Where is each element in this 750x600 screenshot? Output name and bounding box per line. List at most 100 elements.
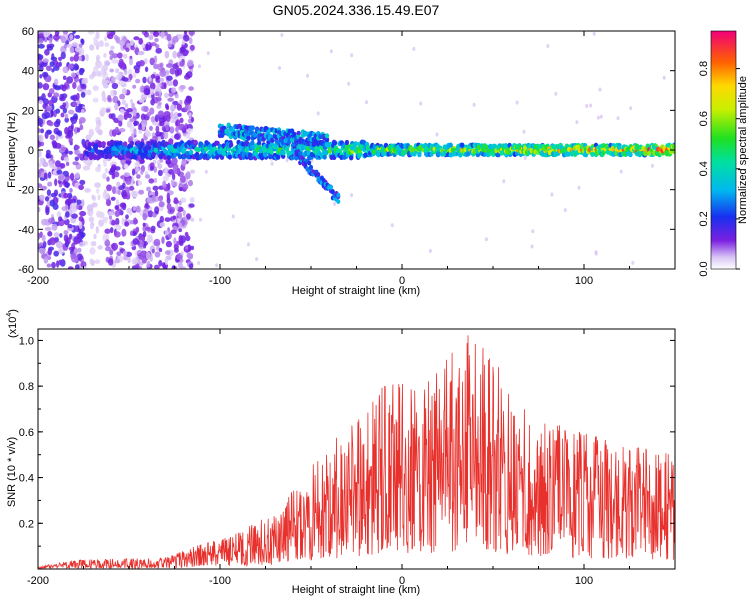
heat-cell [44,49,50,56]
heat-cell [43,36,48,43]
colorbar-gradient [710,30,737,270]
heat-cell [120,150,126,156]
snr-y-label: SNR (10 * v/v) [6,437,18,507]
snr-y-ticks: 0.2 0.4 0.6 0.8 1.0 [19,335,675,547]
heat-cell [119,202,127,208]
heat-cell [255,257,259,262]
heat-cell [74,126,78,135]
spectrogram-y-ticks: -60 -40 -20 0 20 40 60 [18,26,675,276]
heat-cell [71,42,79,48]
heat-cell [42,98,49,105]
heat-cell [178,200,182,206]
heat-cell [141,123,146,131]
heat-cell [616,116,620,121]
heat-cell [118,185,125,191]
snr-panel: -200 -100 0 100 0.2 0.4 0.6 0.8 1.0 Height of s… [6,309,676,596]
heat-cell [72,94,78,102]
heat-cell [324,133,330,139]
heat-cell [49,37,53,45]
heat-cell [119,61,126,70]
heat-cell [115,217,120,226]
heat-cell [123,172,131,178]
heat-cell [49,237,57,246]
heat-cell [38,171,42,178]
heat-cell [184,104,189,112]
heat-cell [74,247,78,255]
heat-cell [177,261,183,269]
heat-cell [138,59,145,67]
heat-cell [101,90,106,99]
heat-cell [522,129,526,134]
heat-cell [47,181,53,187]
heat-cell [650,163,654,168]
heat-cell [125,47,130,53]
y-tick-label: 60 [22,26,34,38]
heat-cell [48,246,54,251]
heat-cell [76,253,83,261]
heat-cell [166,203,172,211]
heat-cell [74,239,81,244]
heat-cell [76,199,82,205]
heat-cell [62,66,69,74]
heat-cell [577,185,581,190]
heat-cell [165,240,172,248]
heat-cell [502,179,506,184]
heat-cell [50,56,58,61]
heat-cell [78,47,85,56]
heat-cell [175,203,179,211]
heat-cell [221,151,227,157]
heat-cell [629,106,633,111]
heat-cell [324,137,330,143]
heat-cell [164,257,168,266]
heat-cell [79,117,86,124]
heat-cell [307,160,312,166]
heat-cell [131,190,139,198]
heat-cell [442,151,447,157]
heat-cell [173,169,181,175]
heat-cell [97,194,101,201]
heat-cell [38,38,44,44]
heat-cell [350,53,354,58]
heat-cell [110,76,117,82]
heat-cell [46,129,52,135]
heat-cell [523,155,527,160]
heat-cell [149,31,154,35]
heat-cell [50,110,54,116]
heat-cell [316,111,320,116]
heat-cell [132,71,137,79]
heat-cell [137,51,145,56]
heat-cell [186,252,194,259]
heat-cell [130,98,133,104]
heat-cell [155,131,162,137]
heat-cell [191,116,194,123]
heat-cell [145,252,151,260]
heat-cell [85,134,92,141]
heat-cell [95,70,102,77]
heat-cell [149,125,153,131]
heat-cell [179,117,184,124]
heat-cell [185,133,191,139]
heat-cell [179,186,183,192]
heat-cell [631,260,635,265]
heat-cell [68,109,75,115]
heat-cell [71,72,76,78]
heat-cell [77,107,82,113]
heat-cell [122,141,128,147]
heat-cell [231,214,235,219]
heat-cell [148,178,155,184]
heat-cell [79,68,85,73]
heat-cell [81,38,85,46]
heat-cell [361,139,366,145]
heat-cell [185,95,193,104]
heat-cell [133,36,140,41]
heat-cell [154,206,160,214]
heat-cell [69,202,77,211]
heat-cell [158,154,164,160]
heat-cell [164,217,171,223]
heat-cell [49,134,56,141]
heat-cell [48,88,55,95]
heat-cell [161,236,165,244]
heat-cell [144,131,152,138]
heat-cell [274,138,279,144]
